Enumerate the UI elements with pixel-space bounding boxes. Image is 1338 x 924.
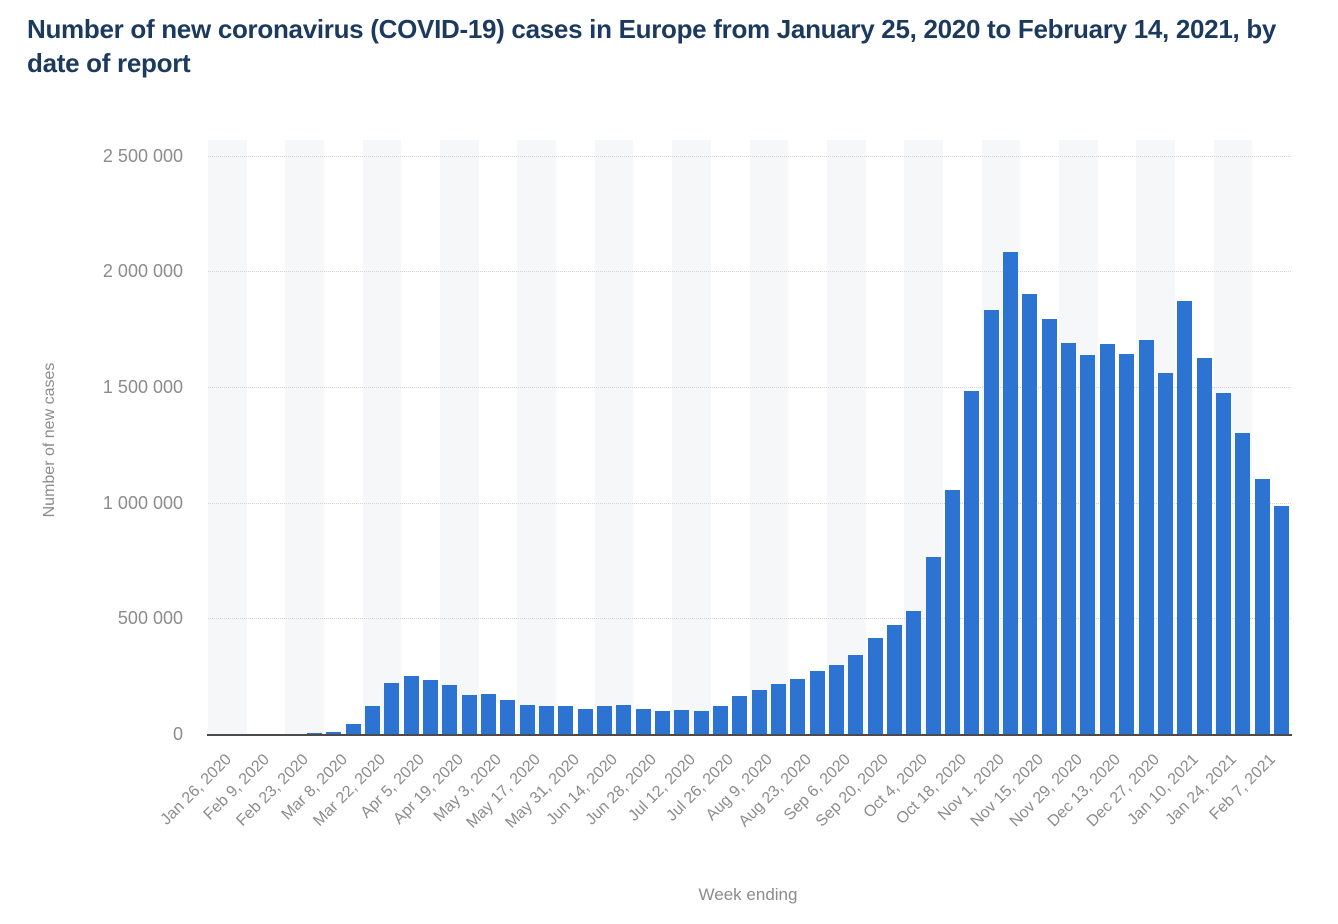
bar[interactable] [867,638,883,734]
bar[interactable] [693,710,709,734]
bar[interactable] [887,625,902,734]
bar[interactable] [558,706,574,734]
bar[interactable] [306,733,322,734]
plot-stripe [556,140,595,734]
bar[interactable] [983,309,999,734]
bar[interactable] [1041,318,1057,734]
bar[interactable] [1177,300,1193,734]
bar[interactable] [713,706,728,734]
bar[interactable] [538,705,554,734]
plot-stripe [401,140,440,734]
y-tick-label: 1 500 000 [102,376,183,397]
bar[interactable] [1022,293,1038,734]
plot-stripe [672,140,711,734]
bar[interactable] [345,724,361,734]
bar[interactable] [1235,433,1251,734]
bar[interactable] [1273,506,1289,734]
plot-stripe [788,140,827,734]
plot-stripe [440,140,479,734]
plot-stripe [285,140,325,734]
bar[interactable] [1119,354,1135,734]
plot-stripe [826,140,866,734]
bar[interactable] [674,710,690,734]
bar[interactable] [790,678,806,734]
bar[interactable] [384,682,400,734]
plot-stripe [749,140,789,734]
bar[interactable] [597,705,612,734]
bar[interactable] [964,390,980,734]
bar[interactable] [1254,479,1270,734]
bar[interactable] [635,708,651,734]
bar[interactable] [1215,392,1231,734]
bar[interactable] [1196,358,1212,734]
bar[interactable] [1157,373,1173,734]
gridline [208,271,1291,273]
bar[interactable] [945,490,961,734]
gridline [208,155,1291,157]
plot-stripe [208,140,247,734]
bar[interactable] [422,679,438,734]
bar[interactable] [616,705,632,734]
y-tick-label: 2 500 000 [102,145,183,166]
bar[interactable] [287,733,303,734]
bar[interactable] [751,690,767,734]
x-axis-line [207,734,1292,736]
gridline [208,502,1291,504]
bar[interactable] [925,556,941,734]
bar[interactable] [655,710,670,734]
y-tick-label: 1 000 000 [102,492,183,513]
plot-stripe [594,140,634,734]
plot-stripe [711,140,750,734]
bar[interactable] [500,699,516,734]
y-tick-label: 500 000 [117,608,183,629]
bar[interactable] [1138,340,1154,734]
chart-title: Number of new coronavirus (COVID-19) cas… [27,14,1277,78]
plot-stripe [247,140,286,734]
plot-stripe [517,140,557,734]
bar[interactable] [1080,355,1096,734]
bar[interactable] [577,708,593,734]
gridline [208,618,1291,620]
plot-stripe [324,140,363,734]
plot-stripe [633,140,672,734]
bar[interactable] [771,683,786,734]
y-tick-label: 0 [172,724,183,744]
bar[interactable] [480,693,496,734]
bar[interactable] [829,665,844,734]
x-axis-title: Week ending [698,885,798,904]
bar[interactable] [364,706,380,734]
y-tick-label: 2 000 000 [102,261,183,282]
bar[interactable] [326,731,342,734]
bar[interactable] [442,685,458,734]
bar[interactable] [461,694,477,734]
bar[interactable] [1099,344,1115,734]
bar[interactable] [809,671,825,734]
bar[interactable] [1003,251,1019,734]
bar[interactable] [403,675,419,734]
bar[interactable] [732,695,748,734]
bar[interactable] [906,610,922,734]
plot-stripe [362,140,402,734]
plot-stripe [479,140,518,734]
bar[interactable] [519,704,535,734]
bar[interactable] [1061,342,1077,734]
bar[interactable] [848,654,864,734]
gridline [208,386,1291,388]
